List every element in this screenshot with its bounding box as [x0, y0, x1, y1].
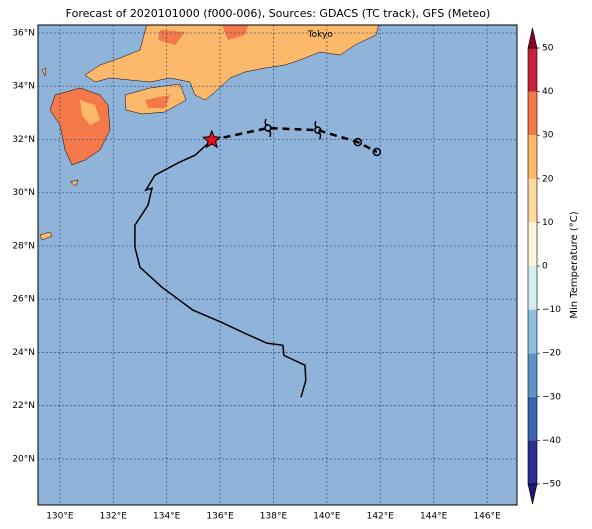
y-tick-label: 24°N: [12, 348, 35, 358]
land-warm: [145, 95, 170, 108]
colorbar-tick-label: 50: [542, 44, 554, 54]
colorbar-tick-label: 0: [542, 262, 548, 272]
islands: [39, 67, 79, 241]
colorbar-tick-label: −40: [542, 436, 561, 446]
y-tick-label: 34°N: [12, 82, 35, 92]
x-tick-label: 132°E: [100, 512, 128, 522]
chart-title: Forecast of 2020101000 (f000-006), Sourc…: [66, 7, 491, 20]
x-tick-label: 130°E: [46, 512, 74, 522]
x-tick-label: 142°E: [367, 512, 395, 522]
land: [39, 25, 379, 241]
x-tick-label: 144°E: [420, 512, 448, 522]
y-tick-label: 36°N: [12, 28, 35, 38]
colorbar-tick-label: 30: [542, 131, 554, 141]
cyclone-marker: [314, 126, 322, 134]
circle-marker: [353, 137, 363, 147]
colorbar-tick-label: −50: [542, 480, 561, 490]
y-tick-label: 20°N: [12, 454, 35, 464]
x-tick-label: 146°E: [473, 512, 501, 522]
colorbar-band: [528, 266, 537, 310]
colorbar-band: [528, 178, 537, 223]
colorbar-tick-label: −10: [542, 305, 561, 315]
colorbar-tick-label: 20: [542, 174, 554, 184]
colorbar-tick-label: −30: [542, 392, 561, 402]
colorbar-band: [528, 396, 537, 441]
star-marker: [201, 129, 222, 149]
colorbar-tick-label: 40: [542, 87, 554, 97]
honshu: [84, 25, 379, 101]
colorbar-extend: [527, 27, 538, 49]
track-line: [211, 126, 378, 154]
colorbar-tick-label: 10: [542, 218, 554, 228]
y-tick-label: 30°N: [12, 188, 35, 198]
map-frame: [37, 24, 518, 506]
colorbar-extend: [527, 483, 538, 505]
x-tick-label: 138°E: [260, 512, 288, 522]
colorbar-band: [528, 353, 537, 397]
x-tick-label: 136°E: [206, 512, 234, 522]
y-tick-label: 28°N: [12, 241, 35, 251]
cyclone-marker: [264, 124, 272, 132]
circle-marker: [372, 147, 382, 157]
colorbar-band: [528, 440, 537, 484]
colorbar-band: [528, 48, 537, 92]
y-tick-label: 32°N: [12, 135, 35, 145]
land-cool: [80, 100, 100, 125]
land-warm: [158, 25, 249, 45]
colorbar-band: [528, 222, 537, 266]
colorbar-tick-label: −20: [542, 349, 561, 359]
colorbar-band: [528, 91, 537, 136]
colorbar-label: Min Temperature (°C): [569, 211, 580, 318]
y-tick-label: 22°N: [12, 401, 35, 411]
city-label: Tokyo: [307, 30, 334, 40]
y-tick-label: 26°N: [12, 295, 35, 305]
track-line: [134, 139, 307, 398]
colorbar-band: [528, 135, 537, 179]
ocean: [38, 25, 517, 505]
x-tick-label: 140°E: [313, 512, 341, 522]
x-tick-label: 134°E: [153, 512, 181, 522]
colorbar-band: [528, 309, 537, 354]
